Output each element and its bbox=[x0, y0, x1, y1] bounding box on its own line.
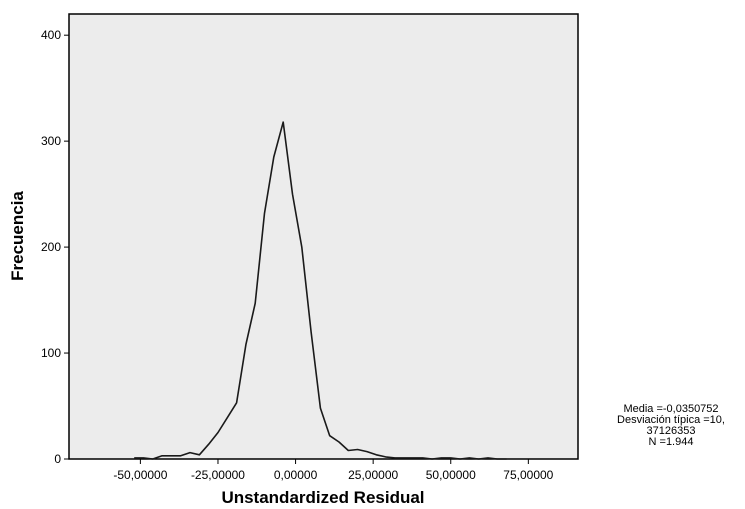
y-tick-label: 300 bbox=[41, 134, 61, 148]
frequency-polygon-line bbox=[134, 121, 507, 460]
x-axis: -50,00000 -25,00000 0,00000 25,00000 50,0000… bbox=[113, 459, 554, 482]
stats-std-dev: Desviación típica =10, bbox=[617, 414, 725, 426]
x-tick-label: -25,00000 bbox=[191, 468, 245, 482]
y-tick-label: 100 bbox=[41, 346, 61, 360]
x-tick-label: 25,00000 bbox=[348, 468, 398, 482]
x-tick-label: 75,00000 bbox=[503, 468, 553, 482]
y-tick-label: 400 bbox=[41, 28, 61, 42]
stats-mean: Media =-0,0350752 bbox=[623, 403, 719, 415]
x-tick-label: -50,00000 bbox=[113, 468, 167, 482]
y-tick-label: 200 bbox=[41, 240, 61, 254]
x-tick-label: 50,00000 bbox=[426, 468, 476, 482]
x-tick-label: 0,00000 bbox=[274, 468, 318, 482]
stats-std-dev-cont: 37126353 bbox=[646, 425, 696, 437]
plot-area bbox=[68, 13, 579, 460]
statistics-box: Media =-0,0350752 Desviación típica =10,… bbox=[600, 404, 742, 448]
x-axis-title: Unstandardized Residual bbox=[221, 488, 424, 507]
y-axis-title: Frecuencia bbox=[8, 191, 27, 281]
y-axis: 0 100 200 300 400 bbox=[41, 28, 69, 466]
stats-n: N =1.944 bbox=[648, 436, 694, 448]
y-tick-label: 0 bbox=[54, 452, 61, 466]
